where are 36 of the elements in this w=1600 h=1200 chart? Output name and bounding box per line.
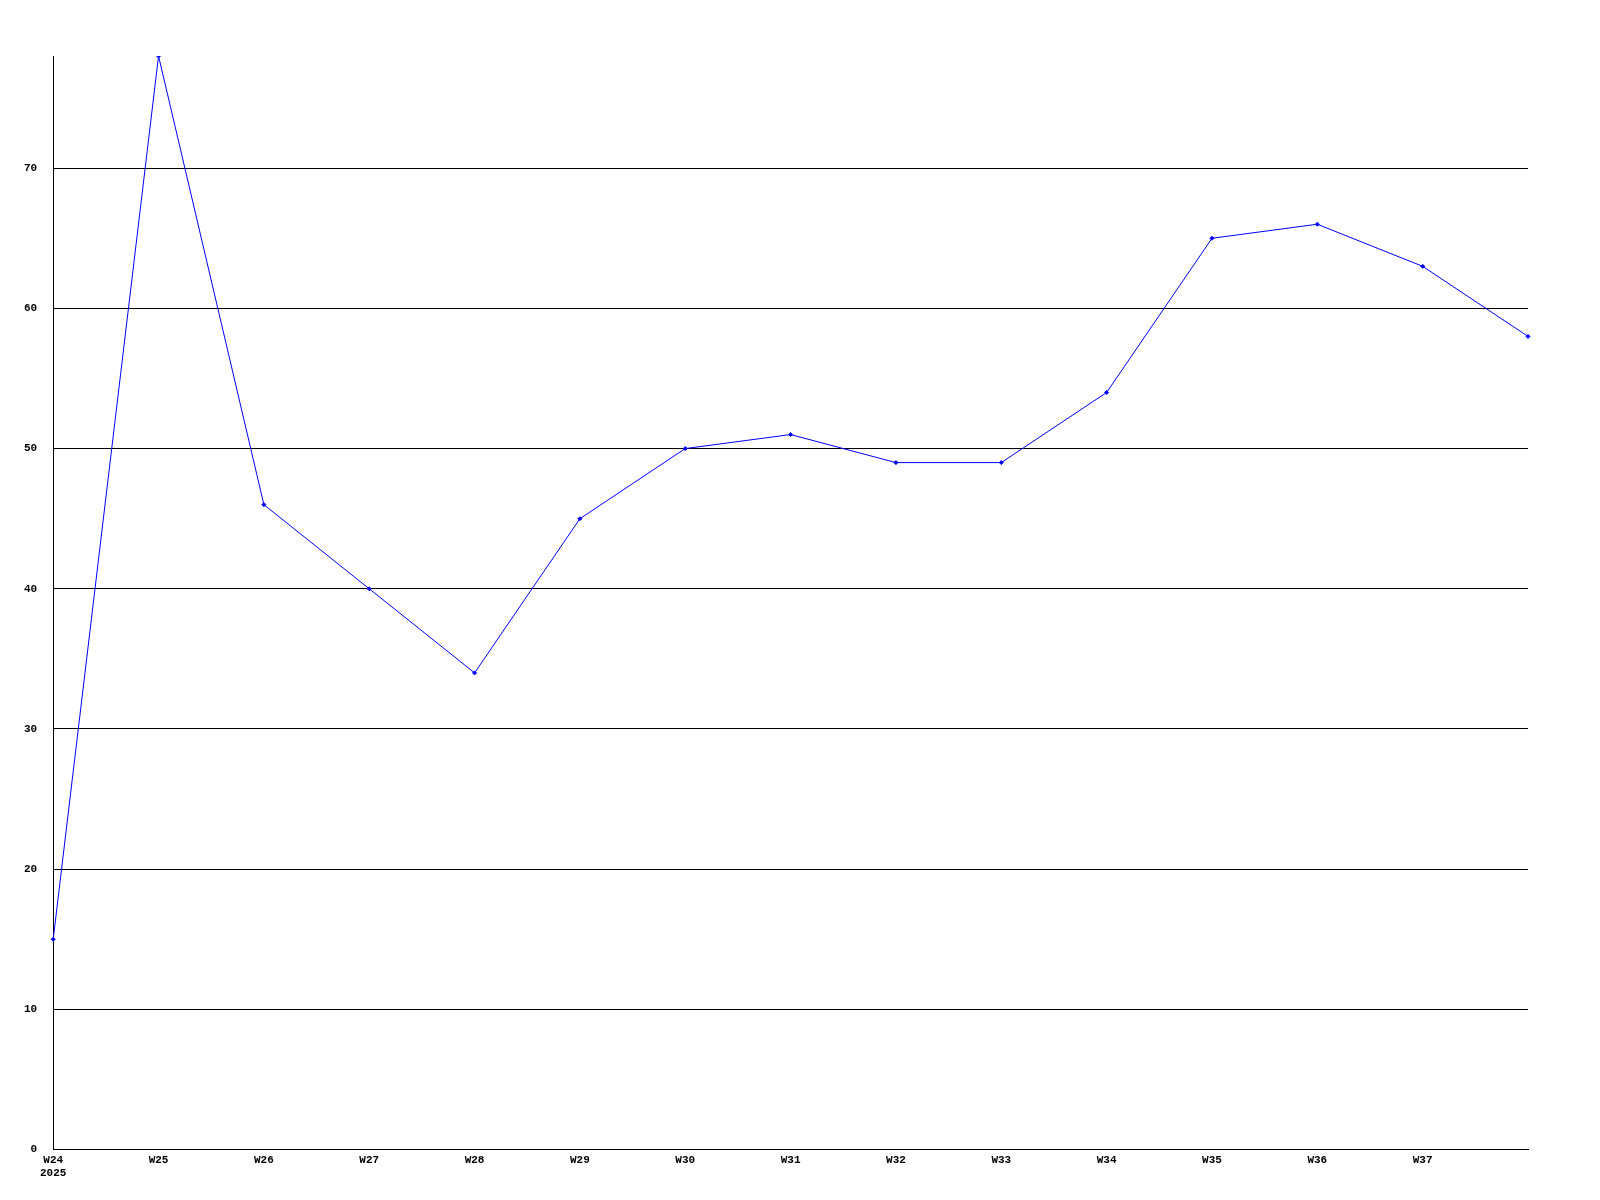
y-tick-label: 30 [24, 722, 38, 735]
x-tick-label: W31 [780, 1153, 801, 1166]
x-tick-label: W36 [1307, 1153, 1328, 1166]
point [788, 432, 794, 438]
x-tick-label: W34 [1096, 1153, 1117, 1166]
y-tick-label: 10 [24, 1003, 38, 1016]
point [366, 586, 372, 592]
x-tick-label: W24 2025 [40, 1153, 67, 1180]
x-tick-label: W30 [675, 1153, 696, 1166]
y-tick-label: 20 [24, 862, 38, 875]
y-tick-label: 40 [24, 582, 38, 595]
x-tick-label: W26 [253, 1153, 274, 1166]
y-tick-label: 60 [24, 302, 38, 315]
x-tick-label: W27 [359, 1153, 380, 1166]
point [1209, 235, 1215, 241]
x-tick-label: W32 [886, 1153, 906, 1166]
point [682, 446, 688, 452]
x-tick-label: W25 [148, 1153, 169, 1166]
x-tick-label: W33 [991, 1153, 1012, 1166]
point [893, 460, 899, 466]
x-tick-label: W37 [1412, 1153, 1433, 1166]
point [472, 670, 478, 676]
point [577, 516, 583, 522]
x-tick-label: W29 [570, 1153, 590, 1166]
y-tick-label: 70 [24, 161, 38, 174]
point [261, 502, 267, 508]
y-tick-label: 50 [24, 442, 38, 455]
point [1420, 263, 1426, 269]
y-tick-label: 0 [30, 1143, 38, 1156]
point [1104, 389, 1110, 395]
x-tick-label: W35 [1202, 1153, 1223, 1166]
point [1525, 333, 1531, 339]
point [998, 460, 1004, 466]
x-tick-label: W28 [464, 1153, 485, 1166]
point [1314, 221, 1320, 227]
point [50, 936, 56, 942]
